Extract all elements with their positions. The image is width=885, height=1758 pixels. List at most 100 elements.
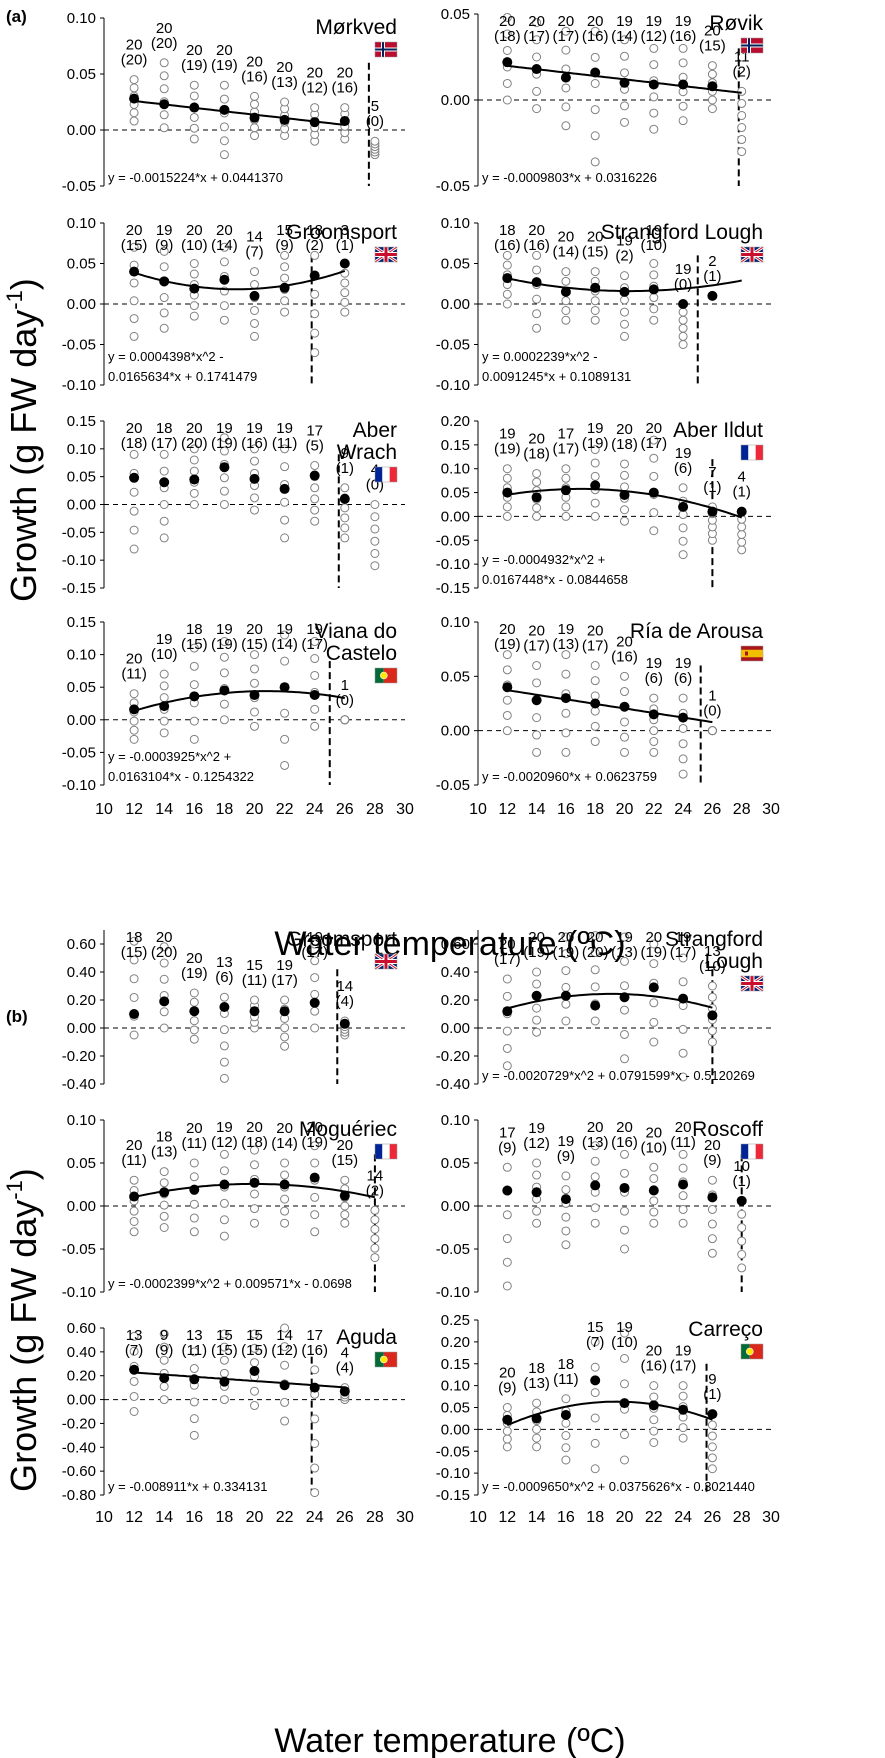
replicate-point (129, 1206, 139, 1216)
replicate-point (737, 1223, 747, 1233)
replicate-point (649, 43, 659, 53)
y-tick-label: -0.40 (62, 1439, 96, 1456)
replicate-point (219, 1231, 229, 1241)
replicate-point (532, 468, 542, 478)
replicate-point (678, 536, 688, 546)
replicate-point (502, 464, 512, 474)
mean-point (590, 67, 601, 78)
n-label: 2 (708, 253, 716, 270)
replicate-point (159, 262, 169, 272)
subplot-r-a-de-arousa: 0.100.050.00-0.0520(19)20(17)19(13)20(17… (436, 614, 771, 794)
country-flag-icon (740, 444, 764, 461)
replicate-point (280, 262, 290, 272)
replicate-point (310, 1488, 320, 1498)
replicate-point (219, 1198, 229, 1208)
replicate-point (590, 1016, 600, 1026)
mean-point (219, 274, 230, 285)
replicate-point (129, 1391, 139, 1401)
replicate-point (189, 1213, 199, 1223)
m-label: (16) (640, 1358, 667, 1375)
y-tick-label: 0.00 (67, 497, 96, 514)
replicate-point (159, 958, 169, 968)
y-tick-label: 0.00 (441, 1198, 470, 1215)
replicate-point (219, 150, 229, 160)
replicate-point (159, 533, 169, 543)
replicate-point (502, 78, 512, 88)
mean-point (590, 698, 601, 709)
replicate-point (310, 704, 320, 714)
x-tick-label: 14 (155, 801, 173, 818)
m-label: (11) (121, 1152, 147, 1169)
y-tick-label: -0.05 (62, 524, 96, 541)
replicate-point (532, 86, 542, 96)
replicate-point (532, 730, 542, 740)
n-label: 20 (499, 936, 516, 953)
subplot-mogu-riec: 0.100.050.00-0.05-0.1020(11)18(13)20(11)… (62, 1112, 405, 1301)
replicate-point (250, 1329, 259, 1339)
replicate-point (159, 58, 169, 68)
replicate-point (620, 470, 629, 480)
replicate-point (189, 112, 199, 122)
replicate-point (250, 131, 259, 141)
replicate-point (219, 1073, 229, 1083)
replicate-point (590, 26, 600, 36)
site-name: Strangford Lough (601, 221, 763, 244)
replicate-point (189, 466, 199, 476)
m-label: (11) (553, 1371, 579, 1388)
replicate-point (129, 1376, 139, 1386)
replicate-point (250, 123, 259, 133)
n-label: 9 (160, 1327, 168, 1344)
replicate-point (189, 1364, 199, 1374)
replicate-point (707, 1453, 717, 1463)
replicate-point (129, 242, 139, 252)
mean-point (502, 57, 513, 68)
n-label: 19 (675, 445, 692, 462)
x-tick-label: 10 (95, 1509, 113, 1526)
replicate-point (561, 45, 571, 55)
x-tick-label: 18 (216, 801, 234, 818)
regression-equation: 0.0165634*x + 0.1741479 (108, 369, 257, 384)
replicate-point (649, 453, 659, 463)
n-label: 1 (708, 688, 716, 705)
mean-point (648, 982, 659, 993)
replicate-point (649, 108, 659, 118)
regression-equation: y = -0.0020729*x^2 + 0.0791599*x - 0.512… (482, 1068, 755, 1083)
replicate-point (707, 69, 717, 79)
replicate-point (310, 250, 320, 260)
x-tick-label: 30 (762, 1509, 780, 1526)
replicate-point (370, 1243, 380, 1253)
replicate-point (219, 1166, 229, 1176)
replicate-point (159, 323, 169, 333)
m-label: (17) (582, 637, 609, 654)
replicate-point (561, 1418, 571, 1428)
replicate-point (649, 1037, 659, 1047)
replicate-point (649, 508, 659, 518)
replicate-point (310, 939, 320, 949)
replicate-point (370, 1253, 380, 1263)
replicate-point (129, 734, 139, 744)
replicate-point (219, 122, 229, 132)
m-label: (19) (211, 636, 238, 653)
replicate-point (590, 458, 600, 468)
n-label: 20 (528, 622, 545, 639)
replicate-point (129, 525, 139, 535)
replicate-point (620, 307, 629, 317)
m-label: (20) (151, 944, 178, 961)
replicate-point (590, 737, 600, 747)
x-tick-label: 16 (557, 801, 575, 818)
m-label: (17) (494, 951, 521, 968)
n-label: 13 (186, 1327, 203, 1344)
m-label: (16) (582, 28, 609, 45)
replicate-point (370, 536, 380, 546)
y-tick-label: 0.40 (441, 964, 470, 981)
replicate-point (532, 1027, 542, 1037)
replicate-point (189, 1397, 199, 1407)
y-tick-label: -0.05 (436, 532, 470, 549)
m-label: (20) (181, 435, 208, 452)
replicate-point (250, 505, 259, 515)
subplot-strangford-lough: 0.600.400.200.00-0.20-0.4020(17)20(19)20… (436, 928, 771, 1093)
replicate-point (219, 473, 229, 483)
subplot-viana-do-castelo: 0.150.100.050.00-0.05-0.1020(11)19(10)18… (62, 614, 405, 794)
replicate-point (590, 157, 600, 167)
mean-point (648, 487, 659, 498)
